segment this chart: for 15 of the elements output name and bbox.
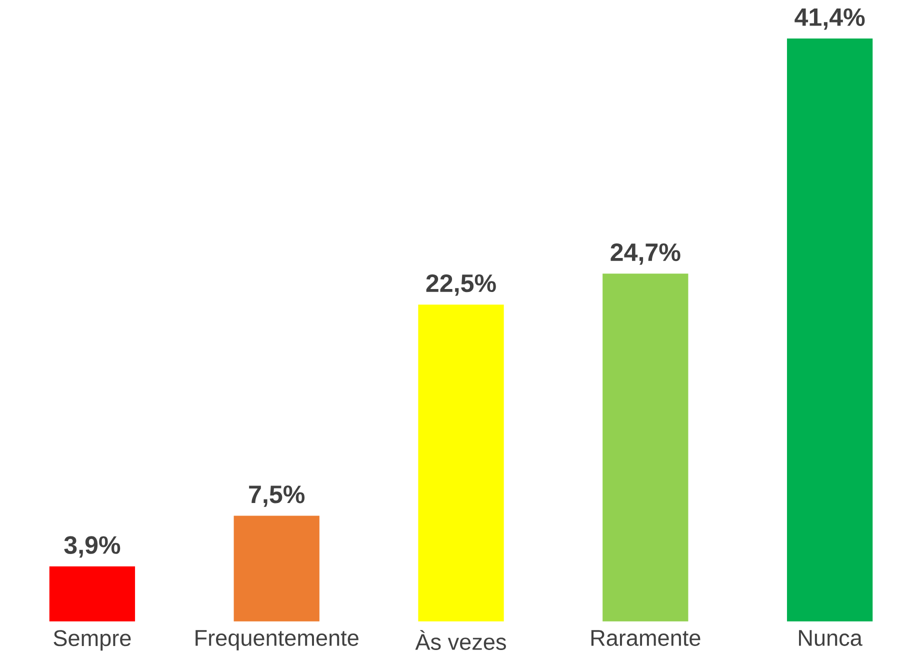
bar bbox=[49, 566, 136, 622]
bar bbox=[234, 516, 320, 622]
bar bbox=[786, 38, 873, 622]
x-tick-label: Sempre bbox=[54, 630, 131, 651]
x-tick-label: Frequentemente bbox=[196, 630, 358, 650]
x-tick-label: Às vezes bbox=[415, 630, 506, 650]
x-tick-label: Raramente bbox=[591, 630, 700, 646]
bar bbox=[602, 274, 688, 622]
data-label: 22,5% bbox=[426, 274, 496, 296]
data-label: 41,4% bbox=[794, 8, 865, 30]
data-label: 7,5% bbox=[249, 486, 305, 507]
data-label: 3,9% bbox=[64, 536, 120, 558]
x-tick-label: Nunca bbox=[799, 630, 862, 646]
bar bbox=[418, 304, 504, 622]
data-label: 24,7% bbox=[610, 243, 680, 265]
